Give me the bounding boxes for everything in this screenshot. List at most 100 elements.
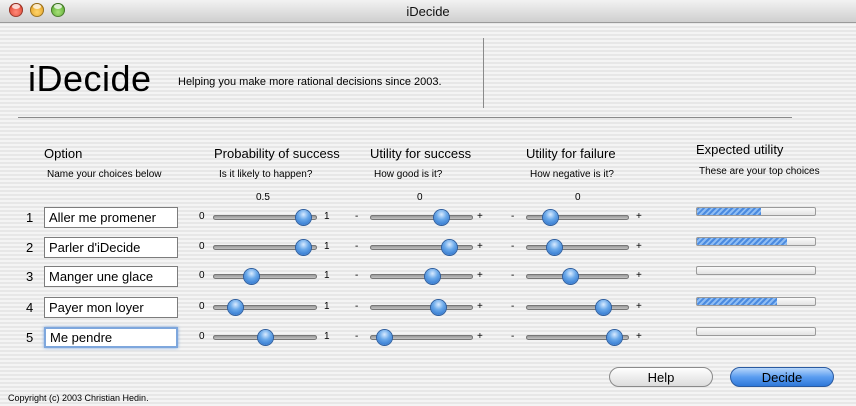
failure-slider-max-label: + <box>636 301 642 312</box>
probability-slider-max-label: 1 <box>324 211 330 222</box>
header-vertical-divider <box>483 38 484 108</box>
expected-utility-bar <box>696 237 816 246</box>
failure-column-subheading: How negative is it? <box>530 169 614 180</box>
option-name-input[interactable] <box>44 266 178 287</box>
probability-slider-track[interactable] <box>213 274 317 279</box>
expected-utility-fill <box>697 238 787 245</box>
row-number: 3 <box>26 269 34 284</box>
success-slider-max-label: + <box>477 301 483 312</box>
help-button[interactable]: Help <box>609 367 713 387</box>
failure-slider-min-label: - <box>511 211 515 222</box>
probability-slider-thumb[interactable] <box>258 330 273 345</box>
probability-current-value: 0.5 <box>256 192 270 203</box>
title-bar[interactable]: iDecide <box>0 0 856 23</box>
header-horizontal-divider <box>18 117 792 118</box>
failure-column-heading: Utility for failure <box>526 146 616 161</box>
expected-utility-fill <box>697 208 761 215</box>
probability-slider-min-label: 0 <box>199 301 205 312</box>
success-slider-track[interactable] <box>370 305 473 310</box>
failure-slider-min-label: - <box>511 331 515 342</box>
expected-utility-bar <box>696 266 816 275</box>
success-slider-track[interactable] <box>370 245 473 250</box>
probability-slider-track[interactable] <box>213 245 317 250</box>
success-slider-max-label: + <box>477 331 483 342</box>
probability-slider-track[interactable] <box>213 305 317 310</box>
probability-slider-min-label: 0 <box>199 211 205 222</box>
failure-slider-track[interactable] <box>526 305 629 310</box>
row-number: 5 <box>26 330 34 345</box>
failure-slider-min-label: - <box>511 241 515 252</box>
row-number: 1 <box>26 210 34 225</box>
failure-slider-thumb[interactable] <box>543 210 558 225</box>
probability-slider-thumb[interactable] <box>296 210 311 225</box>
success-slider-max-label: + <box>477 211 483 222</box>
failure-slider-track[interactable] <box>526 215 629 220</box>
failure-slider-track[interactable] <box>526 245 629 250</box>
probability-slider-thumb[interactable] <box>244 269 259 284</box>
probability-slider-track[interactable] <box>213 215 317 220</box>
probability-column-heading: Probability of success <box>214 146 340 161</box>
probability-slider-thumb[interactable] <box>296 240 311 255</box>
success-slider-thumb[interactable] <box>377 330 392 345</box>
failure-slider-min-label: - <box>511 301 515 312</box>
app-title: iDecide <box>28 58 152 99</box>
expected-utility-bar <box>696 207 816 216</box>
app-tagline: Helping you make more rational decisions… <box>178 76 442 88</box>
failure-slider-max-label: + <box>636 270 642 281</box>
probability-slider-max-label: 1 <box>324 270 330 281</box>
success-slider-min-label: - <box>355 270 359 281</box>
success-slider-thumb[interactable] <box>442 240 457 255</box>
expected-column-subheading: These are your top choices <box>699 166 820 177</box>
success-column-heading: Utility for success <box>370 146 472 161</box>
option-column-heading: Option <box>44 146 83 161</box>
success-column-subheading: How good is it? <box>374 169 443 180</box>
expected-utility-fill <box>697 298 778 305</box>
minimize-window-icon[interactable] <box>30 3 44 17</box>
probability-column-subheading: Is it likely to happen? <box>219 169 313 180</box>
success-slider-min-label: - <box>355 301 359 312</box>
success-slider-max-label: + <box>477 241 483 252</box>
copyright-text: Copyright (c) 2003 Christian Hedin. <box>8 393 149 403</box>
failure-slider-thumb[interactable] <box>547 240 562 255</box>
expected-utility-bar <box>696 297 816 306</box>
failure-current-value: 0 <box>575 192 581 203</box>
expected-column-heading: Expected utility <box>696 142 784 157</box>
window-title: iDecide <box>406 4 450 19</box>
success-current-value: 0 <box>417 192 423 203</box>
failure-slider-thumb[interactable] <box>596 300 611 315</box>
probability-slider-min-label: 0 <box>199 331 205 342</box>
failure-slider-max-label: + <box>636 331 642 342</box>
probability-slider-min-label: 0 <box>199 270 205 281</box>
probability-slider-min-label: 0 <box>199 241 205 252</box>
probability-slider-thumb[interactable] <box>228 300 243 315</box>
option-name-input[interactable] <box>44 327 178 348</box>
success-slider-min-label: - <box>355 331 359 342</box>
row-number: 4 <box>26 300 34 315</box>
decide-button[interactable]: Decide <box>730 367 834 387</box>
option-name-input[interactable] <box>44 237 178 258</box>
zoom-window-icon[interactable] <box>51 3 65 17</box>
success-slider-min-label: - <box>355 241 359 252</box>
probability-slider-max-label: 1 <box>324 241 330 252</box>
failure-slider-track[interactable] <box>526 335 629 340</box>
success-slider-track[interactable] <box>370 335 473 340</box>
option-name-input[interactable] <box>44 297 178 318</box>
success-slider-thumb[interactable] <box>431 300 446 315</box>
failure-slider-thumb[interactable] <box>563 269 578 284</box>
probability-slider-max-label: 1 <box>324 331 330 342</box>
close-window-icon[interactable] <box>9 3 23 17</box>
option-name-input[interactable] <box>44 207 178 228</box>
failure-slider-max-label: + <box>636 211 642 222</box>
failure-slider-thumb[interactable] <box>607 330 622 345</box>
probability-slider-max-label: 1 <box>324 301 330 312</box>
success-slider-max-label: + <box>477 270 483 281</box>
success-slider-thumb[interactable] <box>425 269 440 284</box>
success-slider-track[interactable] <box>370 215 473 220</box>
success-slider-track[interactable] <box>370 274 473 279</box>
success-slider-thumb[interactable] <box>434 210 449 225</box>
failure-slider-max-label: + <box>636 241 642 252</box>
option-column-subheading: Name your choices below <box>47 169 162 180</box>
failure-slider-min-label: - <box>511 270 515 281</box>
success-slider-min-label: - <box>355 211 359 222</box>
